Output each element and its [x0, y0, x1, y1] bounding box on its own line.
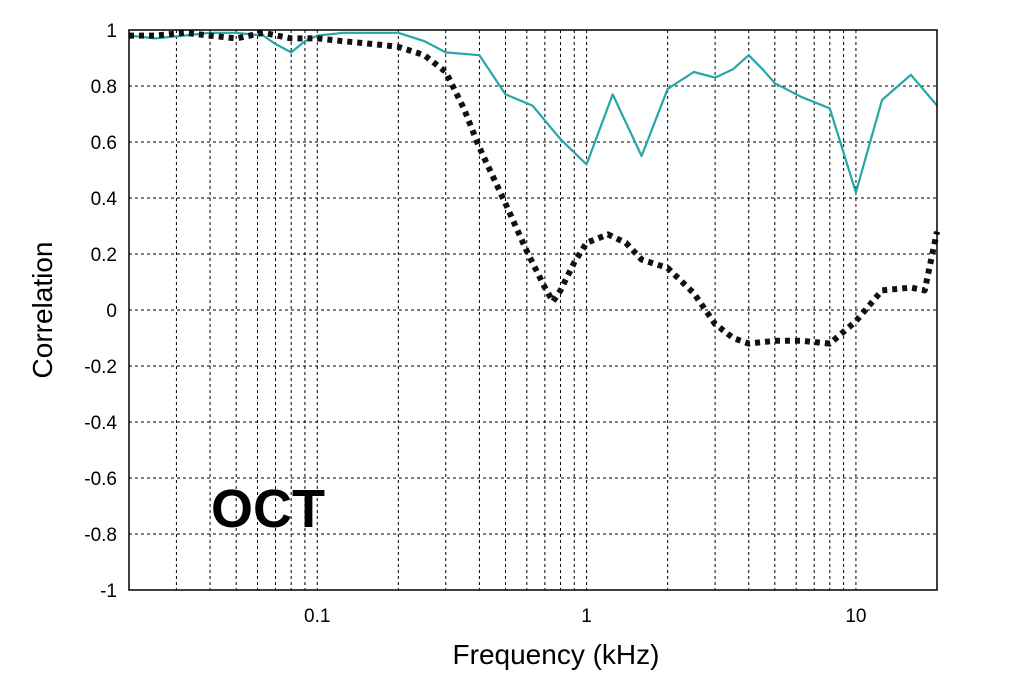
y-tick-label: 0.4 — [91, 189, 118, 210]
black-dotted-series-line — [129, 29, 940, 347]
y-tick-label: -1 — [100, 581, 117, 602]
y-tick-label: -0.4 — [84, 413, 117, 434]
x-tick-label: 1 — [581, 606, 592, 627]
series-layer — [128, 29, 940, 347]
x-axis-label: Frequency (kHz) — [453, 639, 660, 670]
y-tick-label: 0.2 — [91, 245, 117, 266]
y-axis-label: Correlation — [27, 242, 58, 379]
y-tick-label: -0.8 — [84, 525, 117, 546]
y-tick-label: 0.8 — [91, 77, 117, 98]
cyan-solid-series-line — [128, 31, 938, 194]
oct-annotation: OCT — [211, 479, 325, 539]
x-tick-labels: 0.1 1 10 — [304, 606, 866, 627]
y-tick-label: -0.6 — [84, 469, 117, 490]
y-tick-label: -0.2 — [84, 357, 117, 378]
plot-frame — [128, 29, 938, 591]
y-tick-label: 1 — [106, 21, 117, 42]
x-tick-label: 0.1 — [304, 606, 330, 627]
y-tick-labels: 1 0.8 0.6 0.4 0.2 0 -0.2 -0.4 -0.6 -0.8 -1 — [84, 21, 117, 602]
y-tick-label: 0.6 — [91, 133, 117, 154]
grid-lines — [129, 30, 937, 590]
x-tick-label: 10 — [845, 606, 866, 627]
y-tick-label: 0 — [106, 301, 117, 322]
